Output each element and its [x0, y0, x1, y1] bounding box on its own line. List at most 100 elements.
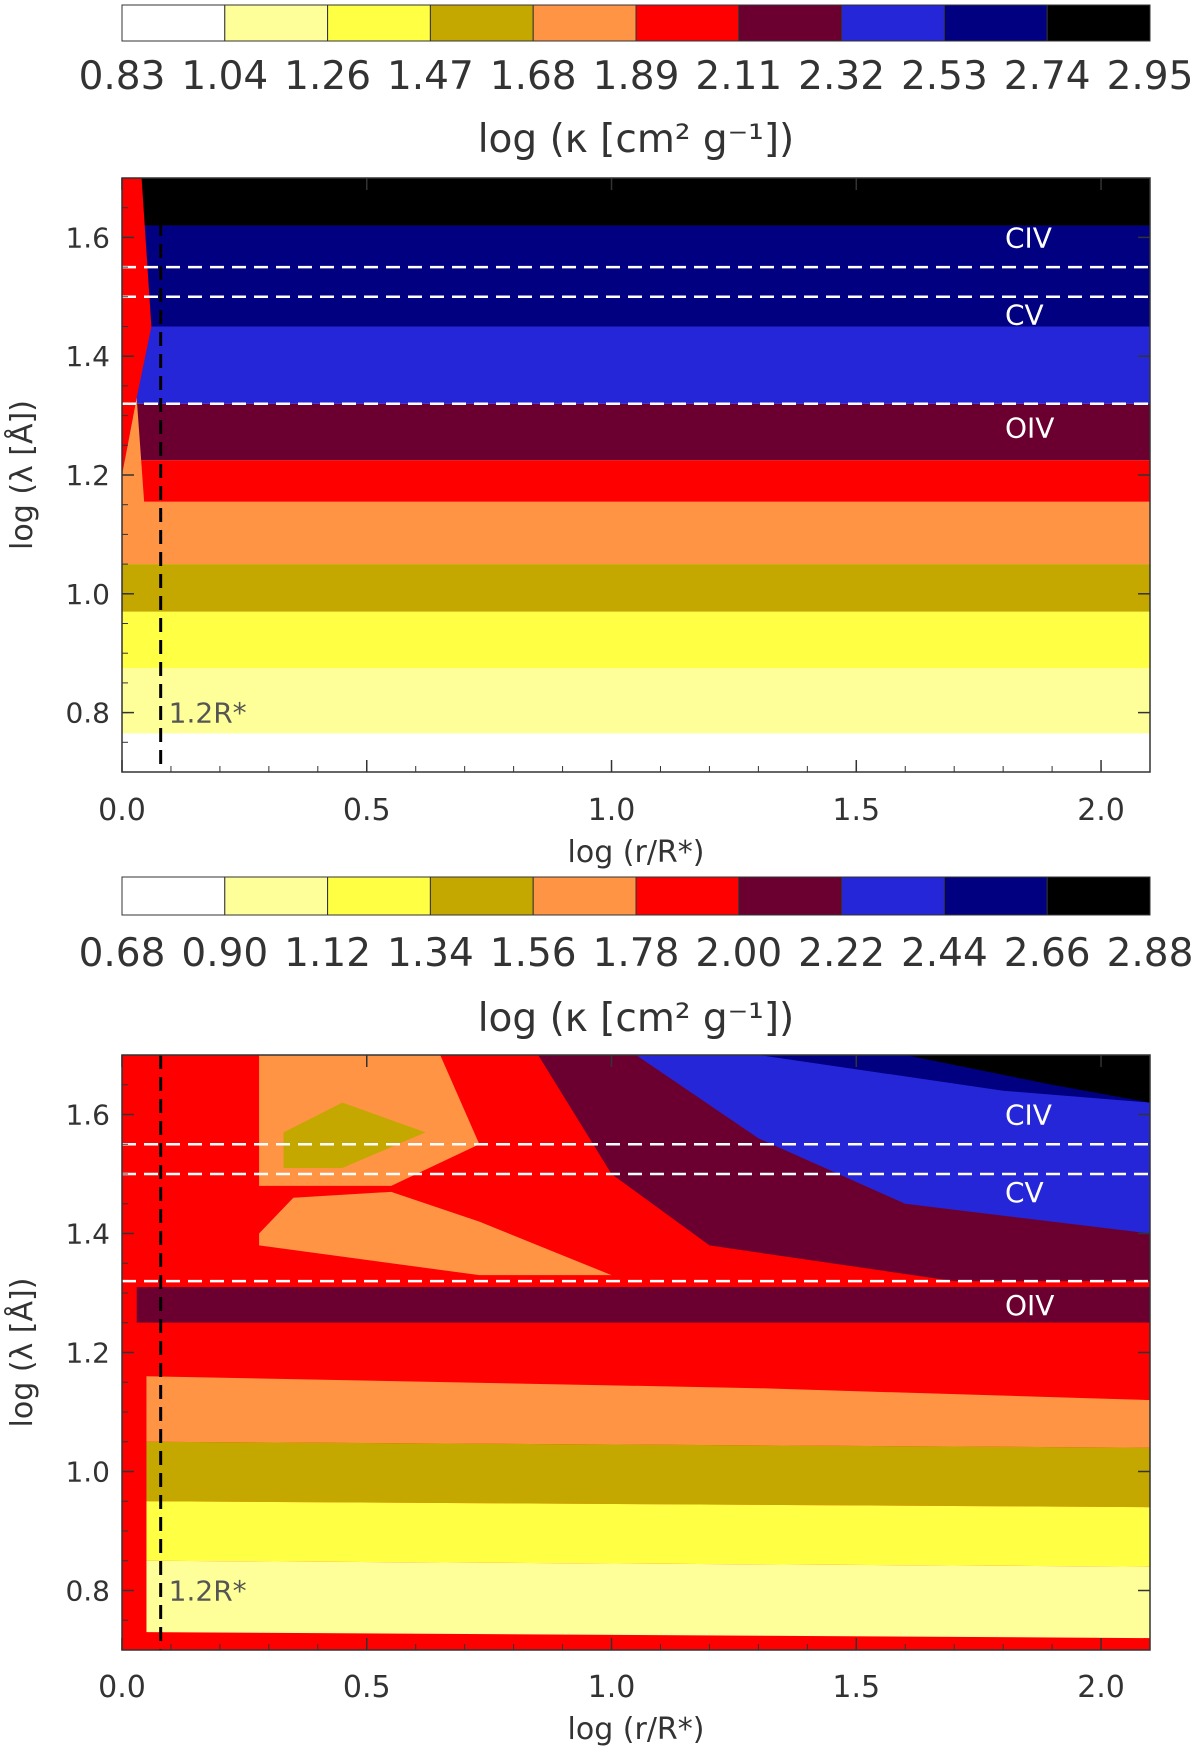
colorbar-tick-label: 2.74 — [1004, 54, 1091, 99]
colorbar-label: log (κ [cm² g⁻¹]) — [478, 117, 795, 162]
colorbar-swatch — [1046, 4, 1151, 42]
x-tick-label: 1.0 — [588, 1670, 636, 1705]
colorbar-tick-label: 1.26 — [284, 54, 371, 99]
contour-region — [136, 1322, 1150, 1377]
colorbar-tick-label: 2.53 — [901, 54, 988, 99]
hline-label: OIV — [1005, 411, 1054, 444]
colorbar-swatch — [1046, 876, 1151, 916]
colorbar-swatch — [635, 4, 740, 42]
x-tick-label: 0.0 — [98, 1670, 146, 1705]
vline-label: 1.2R* — [169, 1575, 247, 1608]
x-axis-label: log (r/R*) — [568, 835, 705, 870]
colorbar-swatch — [429, 876, 534, 916]
hline-label: OIV — [1005, 1289, 1054, 1322]
contour-edge-region — [122, 178, 152, 475]
colorbar-swatch — [121, 4, 226, 42]
colorbar-tick-label: 2.22 — [798, 931, 885, 976]
colorbar-swatch — [841, 4, 945, 42]
y-tick-label: 0.8 — [65, 697, 110, 730]
x-tick-label: 0.0 — [98, 793, 146, 828]
y-tick-label: 1.2 — [65, 1337, 110, 1370]
colorbar-tick-label: 1.12 — [284, 931, 371, 976]
plot-area — [122, 178, 1150, 772]
colorbar-tick-label: 1.56 — [490, 931, 577, 976]
colorbar-swatch — [429, 4, 534, 42]
contour-band — [122, 611, 1150, 669]
y-axis-label: log (λ [Å]) — [4, 400, 40, 550]
colorbar-swatch — [738, 4, 843, 42]
colorbar-tick-label: 2.95 — [1107, 54, 1194, 99]
hline-label: CIV — [1005, 221, 1052, 254]
colorbar-tick-label: 0.90 — [181, 931, 268, 976]
x-tick-label: 1.5 — [832, 793, 880, 828]
contour-region — [283, 1102, 426, 1169]
colorbar-tick-label: 1.47 — [387, 54, 474, 99]
colorbar-swatch — [635, 876, 740, 916]
y-tick-label: 1.0 — [65, 1456, 110, 1489]
x-tick-label: 2.0 — [1077, 793, 1125, 828]
colorbar-swatch — [224, 876, 329, 916]
x-tick-label: 0.5 — [343, 1670, 391, 1705]
y-tick-label: 0.8 — [65, 1575, 110, 1608]
contour-edge-region — [122, 397, 147, 559]
x-axis-label: log (r/R*) — [568, 1712, 705, 1747]
contour-region — [146, 1441, 1150, 1508]
panel-top: 0.83 1.04 1.26 1.47 1.68 1.89 2.11 2.32 2.53 2.74… — [4, 4, 1194, 870]
colorbar-tick-label: 1.68 — [490, 54, 577, 99]
y-tick-label: 1.4 — [65, 1218, 110, 1251]
colorbar-swatch — [121, 876, 226, 916]
colorbar-swatch — [532, 876, 637, 916]
y-tick-label: 1.0 — [65, 578, 110, 611]
colorbar-swatch — [224, 4, 329, 42]
colorbar-tick-label: 2.00 — [695, 931, 782, 976]
colorbar-swatch — [532, 4, 637, 42]
colorbar-label: log (κ [cm² g⁻¹]) — [478, 996, 795, 1041]
colorbar-swatch — [327, 4, 431, 42]
contour-band — [122, 564, 1150, 612]
x-tick-label: 1.5 — [832, 1670, 880, 1705]
contour-band — [122, 326, 1150, 404]
x-tick-label: 1.0 — [588, 793, 636, 828]
colorbar-tick-label: 0.83 — [79, 54, 166, 99]
contour-region — [259, 1191, 612, 1276]
colorbar-swatch — [738, 876, 843, 916]
contour-band — [122, 225, 1150, 327]
contour-band — [122, 460, 1150, 502]
colorbar-tick-label: 2.66 — [1004, 931, 1091, 976]
contour-band — [122, 501, 1150, 565]
y-tick-label: 1.6 — [65, 221, 110, 254]
hline-label: CV — [1005, 1176, 1044, 1209]
y-tick-label: 1.2 — [65, 459, 110, 492]
colorbar-tick-label: 1.34 — [387, 931, 474, 976]
colorbar-tick-label: 1.78 — [593, 931, 680, 976]
colorbar-tick-label: 2.88 — [1107, 931, 1194, 976]
contour-region — [136, 1287, 1150, 1323]
colorbar-swatch — [943, 876, 1048, 916]
y-tick-label: 1.4 — [65, 340, 110, 373]
colorbar-tick-label: 2.44 — [901, 931, 988, 976]
colorbar-tick-label: 1.04 — [181, 54, 268, 99]
hline-label: CV — [1005, 299, 1044, 332]
colorbar-tick-label: 2.11 — [695, 54, 782, 99]
vline-label: 1.2R* — [169, 697, 247, 730]
contour-region — [146, 1560, 1150, 1639]
colorbar-tick-label: 1.89 — [593, 54, 680, 99]
y-axis-label: log (λ [Å]) — [4, 1278, 40, 1428]
x-tick-label: 0.5 — [343, 793, 391, 828]
colorbar-swatch — [943, 4, 1048, 42]
contour-band — [122, 668, 1150, 734]
panel-bottom: 0.68 0.90 1.12 1.34 1.56 1.78 2.00 2.22 2.44 2.66… — [4, 876, 1194, 1747]
y-tick-label: 1.6 — [65, 1099, 110, 1132]
contour-region — [905, 1055, 1150, 1103]
colorbar-tick-label: 0.68 — [79, 931, 166, 976]
contour-region — [146, 1376, 1150, 1448]
colorbar-tick-label: 2.32 — [798, 54, 885, 99]
plot-area — [122, 1055, 1150, 1650]
contour-region — [146, 1501, 1150, 1567]
x-tick-label: 2.0 — [1077, 1670, 1125, 1705]
colorbar-swatch — [841, 876, 945, 916]
contour-band — [122, 403, 1150, 461]
colorbar-swatch — [327, 876, 431, 916]
contour-band — [122, 178, 1150, 226]
